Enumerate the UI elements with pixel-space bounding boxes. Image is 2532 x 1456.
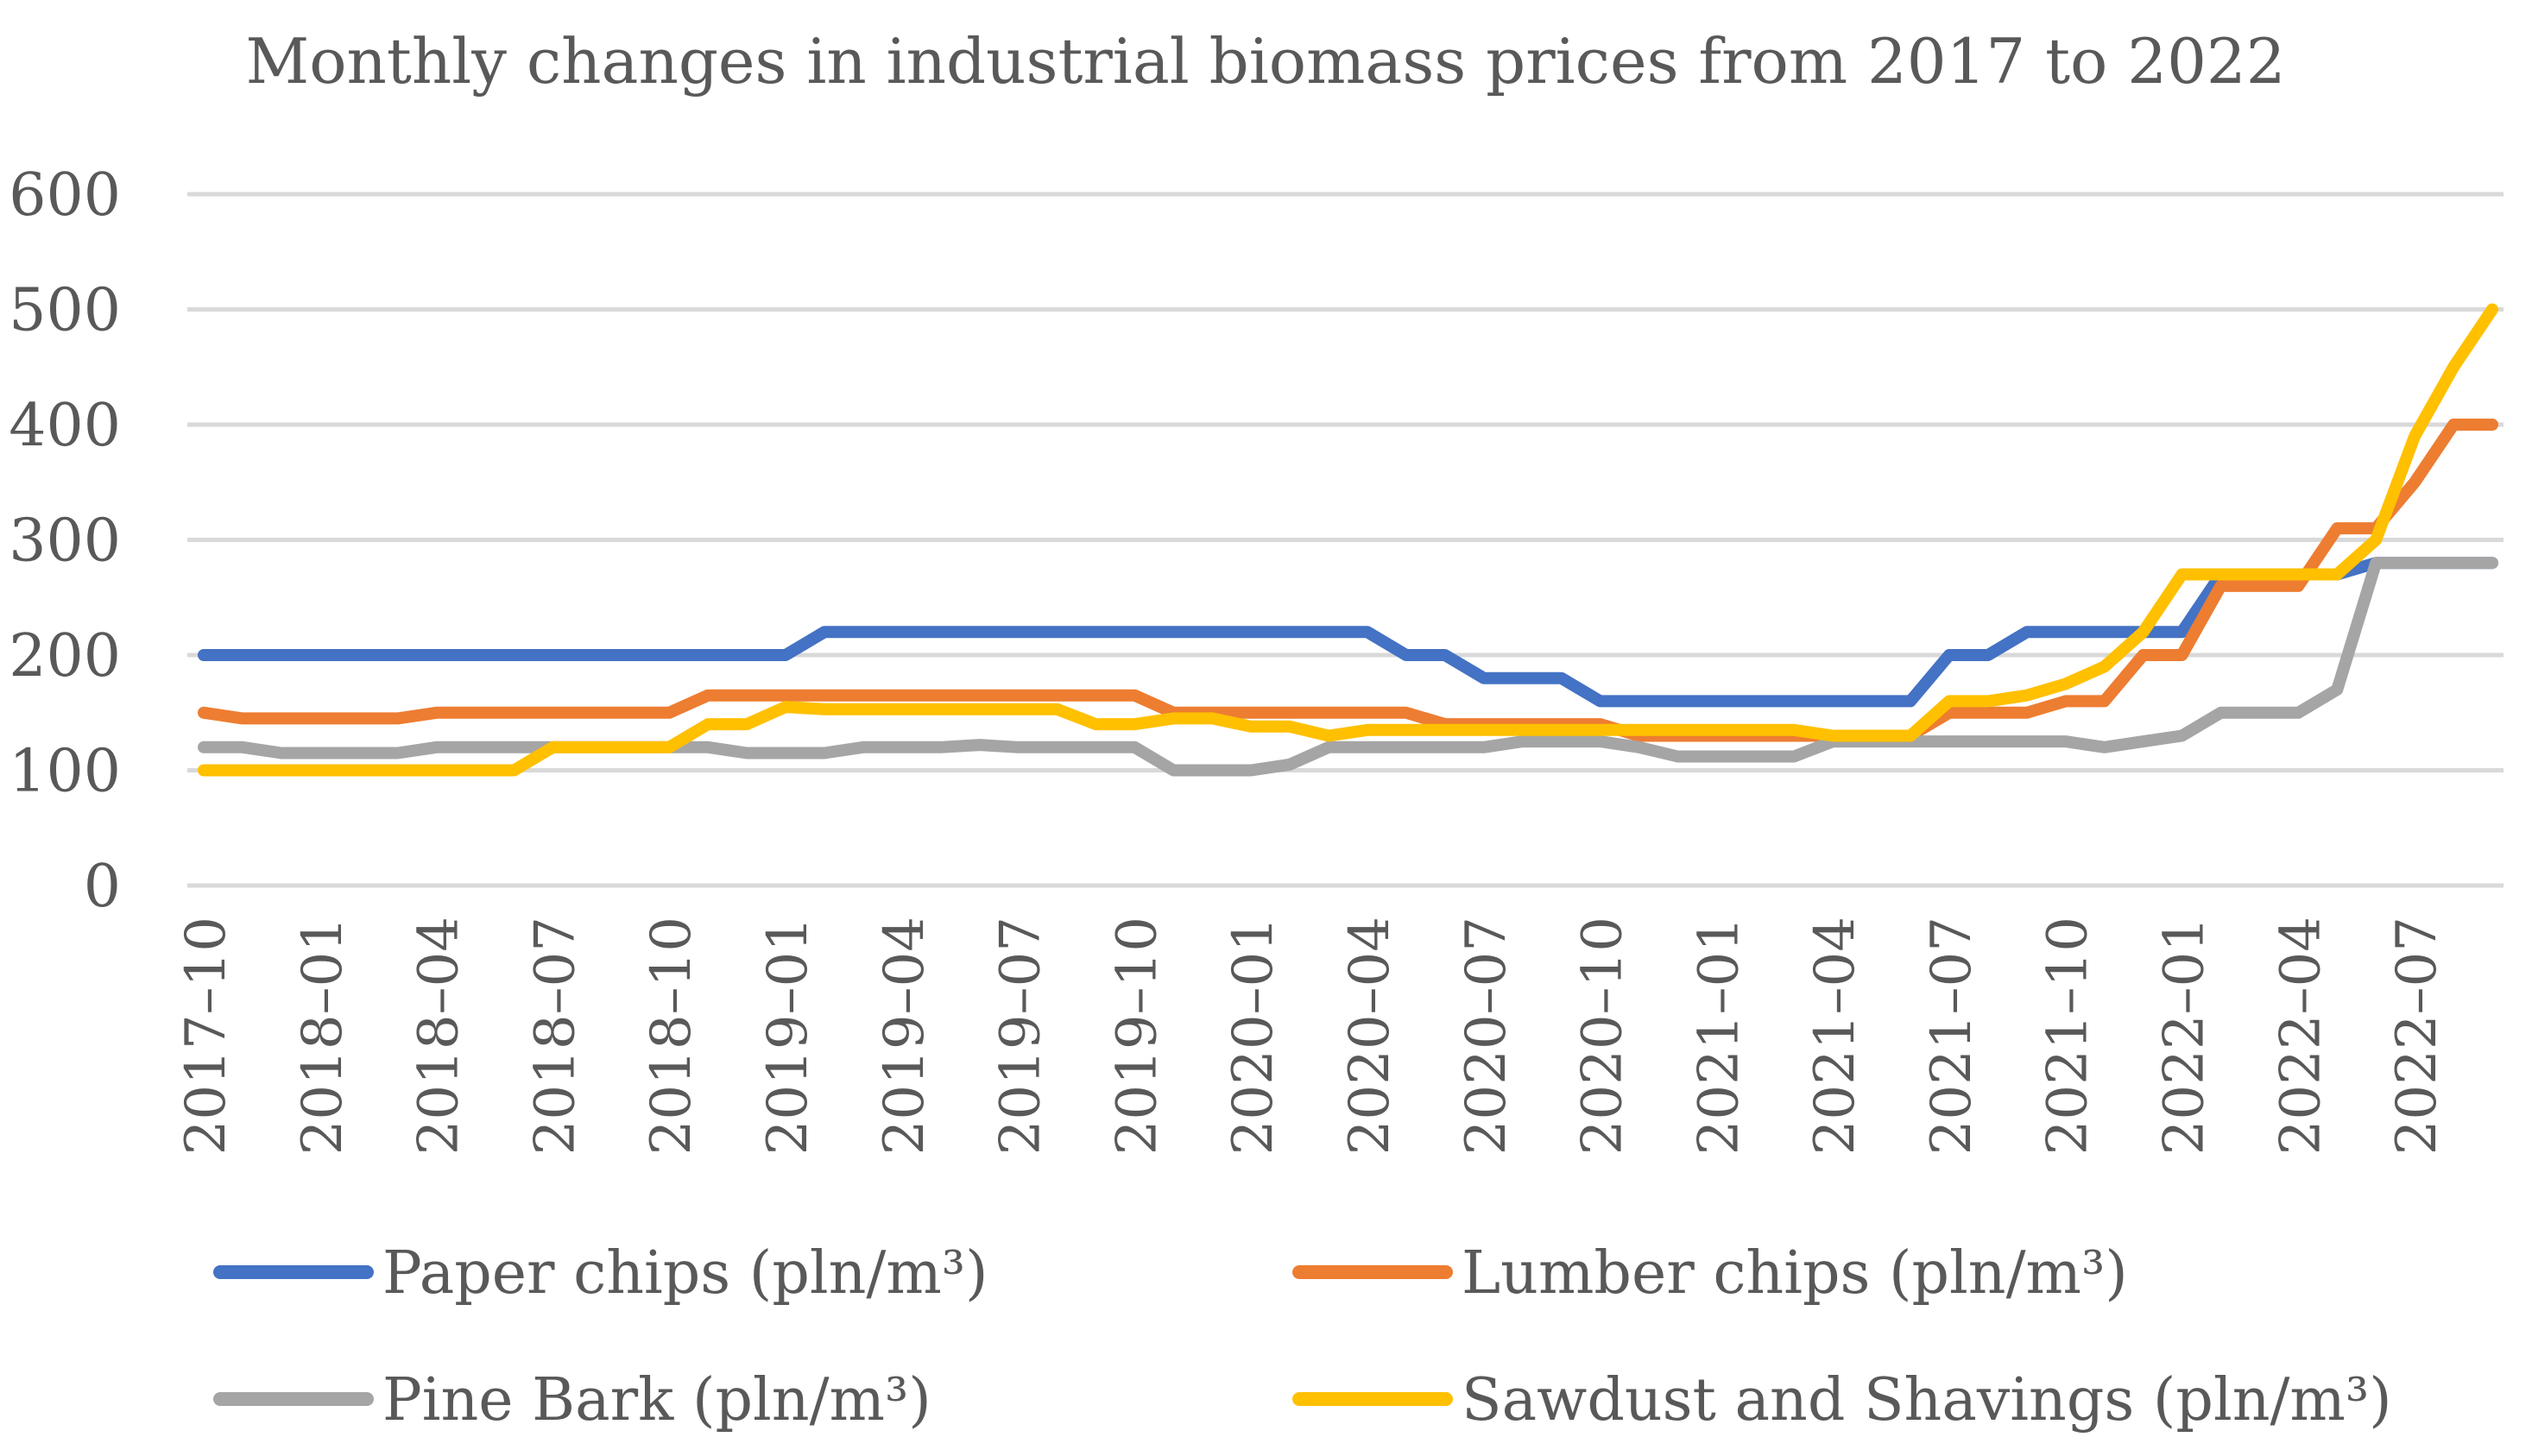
x-tick-label: 2022–04 [2269, 917, 2333, 1155]
x-tick-label: 2018–01 [291, 917, 355, 1155]
x-tick-label: 2022–01 [2153, 917, 2217, 1155]
x-tick-label: 2020–07 [1455, 917, 1519, 1155]
legend: Paper chips (pln/m³) Lumber chips (pln/m³… [213, 1239, 2392, 1434]
x-tick-label: 2018–10 [640, 917, 704, 1155]
series-lines [198, 303, 2498, 777]
y-tick-label: 0 [84, 853, 121, 921]
y-tick-label: 200 [9, 622, 121, 690]
series-line-0 [198, 557, 2498, 708]
y-axis-ticks: 0 100 200 300 400 500 600 [9, 161, 121, 921]
x-axis-ticks: 2017–10 2018–01 2018–04 2018–07 2018–10 2019–… [174, 917, 2449, 1155]
series-line-2 [198, 557, 2498, 777]
series-line-3 [198, 303, 2498, 777]
legend-label: Sawdust and Shavings (pln/m³) [1462, 1366, 2392, 1434]
x-tick-label: 2018–04 [407, 917, 471, 1155]
x-tick-label: 2020–01 [1222, 917, 1285, 1155]
x-tick-label: 2021–01 [1687, 917, 1751, 1155]
legend-label: Lumber chips (pln/m³) [1462, 1239, 2128, 1308]
x-tick-label: 2022–07 [2385, 917, 2449, 1155]
x-tick-label: 2021–07 [1920, 917, 1984, 1155]
chart-title: Monthly changes in industrial biomass pr… [245, 25, 2285, 98]
y-tick-label: 100 [9, 738, 121, 806]
legend-label: Paper chips (pln/m³) [382, 1239, 988, 1308]
x-tick-label: 2019–04 [873, 917, 937, 1155]
x-tick-label: 2019–07 [989, 917, 1053, 1155]
x-tick-label: 2017–10 [174, 917, 238, 1155]
gridlines [187, 192, 2504, 888]
x-tick-label: 2020–10 [1571, 917, 1635, 1155]
x-tick-label: 2021–10 [2036, 917, 2100, 1155]
y-tick-label: 400 [9, 392, 121, 460]
series-line-1 [198, 419, 2498, 742]
x-tick-label: 2019–01 [756, 917, 820, 1155]
legend-label: Pine Bark (pln/m³) [382, 1366, 931, 1434]
x-tick-label: 2018–07 [523, 917, 587, 1155]
y-tick-label: 300 [9, 507, 121, 576]
x-tick-label: 2021–04 [1803, 917, 1867, 1155]
x-tick-label: 2020–04 [1338, 917, 1402, 1155]
x-tick-label: 2019–10 [1105, 917, 1169, 1155]
y-tick-label: 600 [9, 161, 121, 230]
y-tick-label: 500 [9, 277, 121, 345]
